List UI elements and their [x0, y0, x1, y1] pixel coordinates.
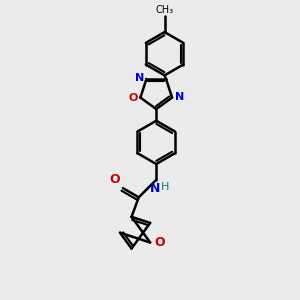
Text: N: N	[175, 92, 184, 102]
Text: N: N	[150, 182, 160, 194]
Text: CH₃: CH₃	[155, 4, 174, 15]
Text: O: O	[128, 93, 138, 103]
Text: H: H	[161, 182, 170, 191]
Text: O: O	[154, 236, 165, 249]
Text: O: O	[109, 173, 120, 187]
Text: N: N	[135, 73, 144, 83]
